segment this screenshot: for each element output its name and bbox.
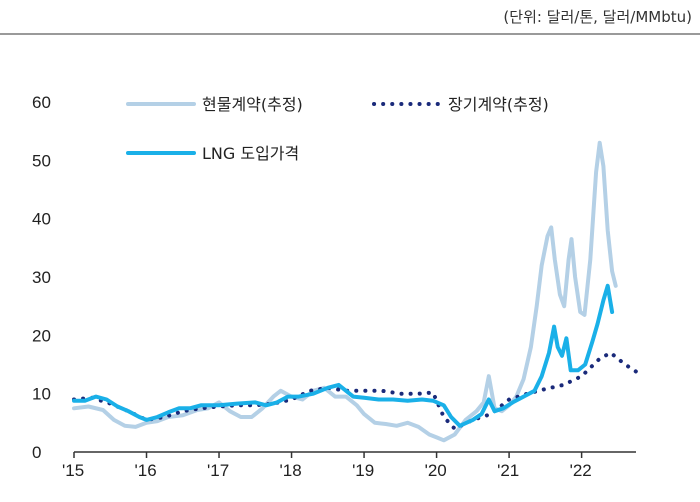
y-tick-label: 0: [32, 443, 41, 462]
y-tick-label: 50: [32, 151, 51, 170]
axes: 0 10 20 30 40 50 60 '15 '16 '17 '18 '19 '20 '21 '22: [32, 93, 636, 480]
y-tick-label: 40: [32, 210, 51, 229]
x-tick-label: '21: [497, 461, 519, 480]
y-tick-label: 20: [32, 326, 51, 345]
unit-label: (단위: 달러/톤, 달러/MMbtu): [503, 8, 692, 26]
legend-label-2: 장기계약(추정): [448, 95, 549, 114]
series-line-3: [72, 283, 615, 428]
x-tick-label: '22: [570, 461, 592, 480]
legend: 현물계약(추정) 장기계약(추정) LNG 도입가격: [126, 95, 549, 163]
x-tick-label: '15: [62, 461, 84, 480]
y-tick-label: 10: [32, 385, 51, 404]
series-line-2: [72, 350, 638, 431]
x-tick-label: '16: [135, 461, 157, 480]
legend-label-3: LNG 도입가격: [202, 144, 299, 163]
x-tick-label: '17: [207, 461, 229, 480]
y-tick-label: 30: [32, 268, 51, 287]
series-layer: [72, 140, 638, 443]
x-tick-label: '18: [280, 461, 302, 480]
y-tick-label: 60: [32, 93, 51, 112]
series-line-1: [72, 140, 618, 443]
legend-label-1: 현물계약(추정): [202, 95, 303, 114]
x-tick-label: '19: [352, 461, 374, 480]
x-tick-label: '20: [425, 461, 447, 480]
header-divider: [0, 33, 700, 35]
